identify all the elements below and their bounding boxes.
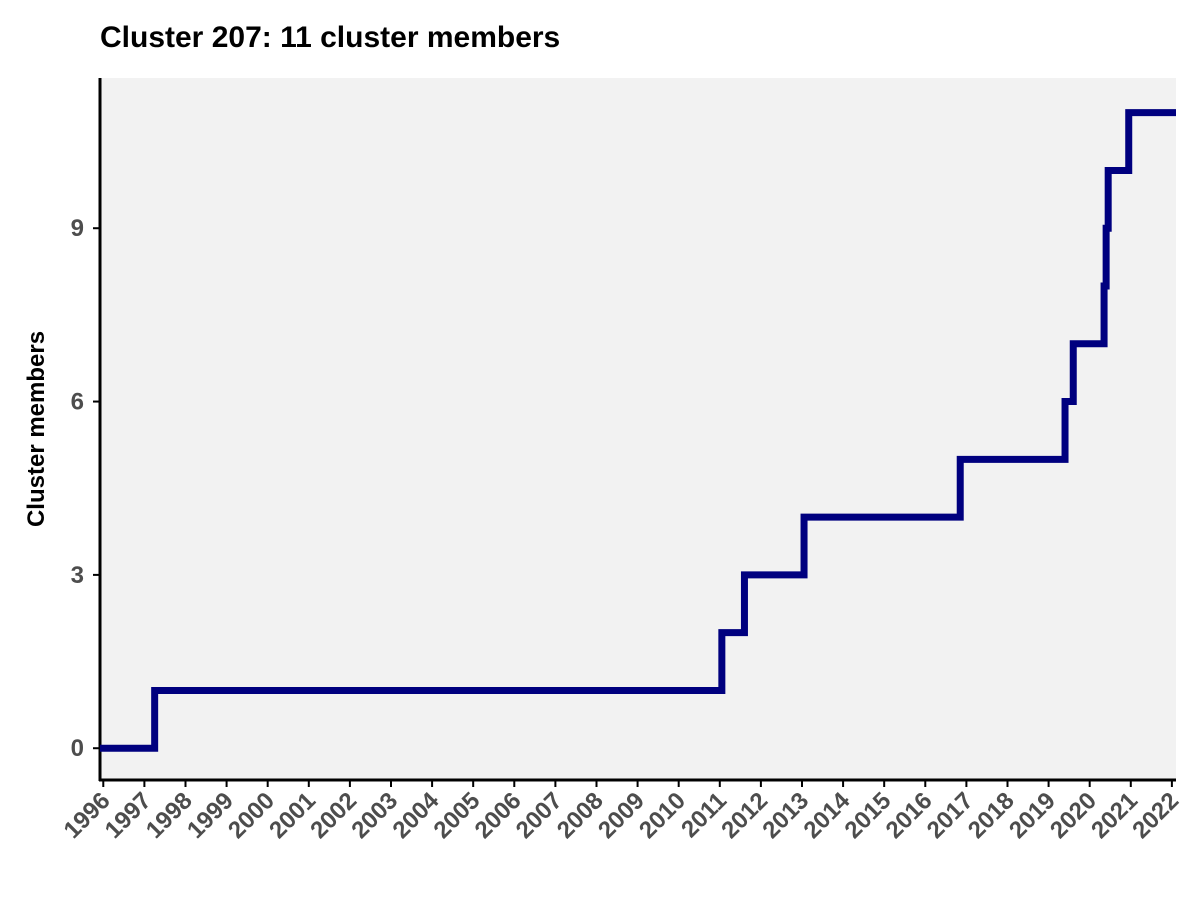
plot-panel <box>100 78 1176 780</box>
x-tick-label: 2013 <box>757 787 814 844</box>
x-tick-label: 2015 <box>840 787 897 844</box>
x-tick-label: 2010 <box>634 787 691 844</box>
x-tick-label: 1997 <box>100 787 157 844</box>
y-tick-label: 9 <box>71 215 84 242</box>
x-tick-label: 2005 <box>429 787 486 844</box>
x-tick-label: 2011 <box>676 787 732 843</box>
y-tick-label: 0 <box>71 735 84 762</box>
x-tick-label: 2016 <box>881 787 938 844</box>
x-tick-label: 2000 <box>223 787 280 844</box>
x-tick-label: 2022 <box>1127 787 1184 844</box>
x-tick-label: 2019 <box>1004 787 1061 844</box>
x-tick-label: 2006 <box>470 787 527 844</box>
x-tick-label: 2007 <box>511 787 568 844</box>
x-tick-label: 2017 <box>922 787 979 844</box>
x-tick-label: 2012 <box>716 787 773 844</box>
x-tick-label: 2014 <box>798 787 855 844</box>
x-tick-label: 2009 <box>593 787 650 844</box>
x-tick-label: 2004 <box>387 787 444 844</box>
x-tick-label: 2002 <box>305 787 362 844</box>
x-tick-label: 2008 <box>552 787 609 844</box>
x-tick-label: 1999 <box>182 787 239 844</box>
x-tick-label: 2003 <box>346 787 403 844</box>
y-tick-label: 6 <box>71 389 84 416</box>
x-tick-label: 2021 <box>1086 787 1143 844</box>
chart-title: Cluster 207: 11 cluster members <box>100 21 560 54</box>
x-tick-label: 1996 <box>59 787 116 844</box>
x-tick-label: 2018 <box>963 787 1020 844</box>
x-axis-ticks: 1996199719981999200020012002200320042005… <box>59 780 1184 844</box>
y-axis-ticks: 0 3 6 9 <box>71 215 100 762</box>
x-tick-label: 2020 <box>1045 787 1102 844</box>
x-tick-label: 2001 <box>264 787 321 844</box>
y-tick-label: 3 <box>71 562 84 589</box>
series-line-cluster-members <box>100 109 1176 752</box>
y-axis-label: Cluster members <box>23 331 50 527</box>
x-tick-label: 1998 <box>141 787 198 844</box>
